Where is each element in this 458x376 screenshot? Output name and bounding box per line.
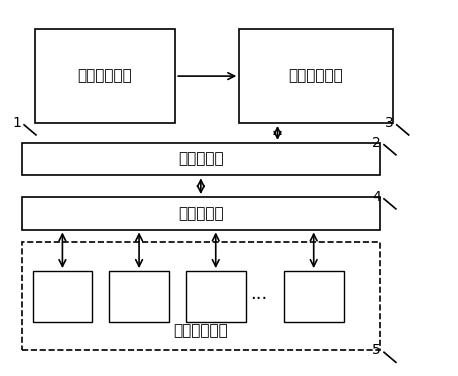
Bar bbox=[109, 271, 169, 321]
Text: 2: 2 bbox=[372, 136, 381, 150]
Bar bbox=[284, 271, 344, 321]
Bar bbox=[33, 271, 92, 321]
Bar bbox=[186, 271, 245, 321]
Text: 超声波探伤仪: 超声波探伤仪 bbox=[77, 68, 132, 83]
Text: 1: 1 bbox=[12, 116, 21, 130]
Text: 计算服务器: 计算服务器 bbox=[178, 152, 224, 167]
Text: 3: 3 bbox=[385, 116, 393, 130]
Bar bbox=[22, 242, 380, 350]
Text: 5: 5 bbox=[372, 343, 381, 358]
Text: ...: ... bbox=[250, 285, 267, 303]
Bar bbox=[22, 143, 380, 175]
Text: 4: 4 bbox=[372, 190, 381, 204]
Text: 网页服务器: 网页服务器 bbox=[178, 206, 224, 221]
Bar bbox=[239, 29, 393, 123]
Text: 用户端浏览器: 用户端浏览器 bbox=[174, 323, 228, 338]
Text: 数据库服务器: 数据库服务器 bbox=[289, 68, 343, 83]
Bar bbox=[35, 29, 175, 123]
Bar bbox=[22, 197, 380, 229]
